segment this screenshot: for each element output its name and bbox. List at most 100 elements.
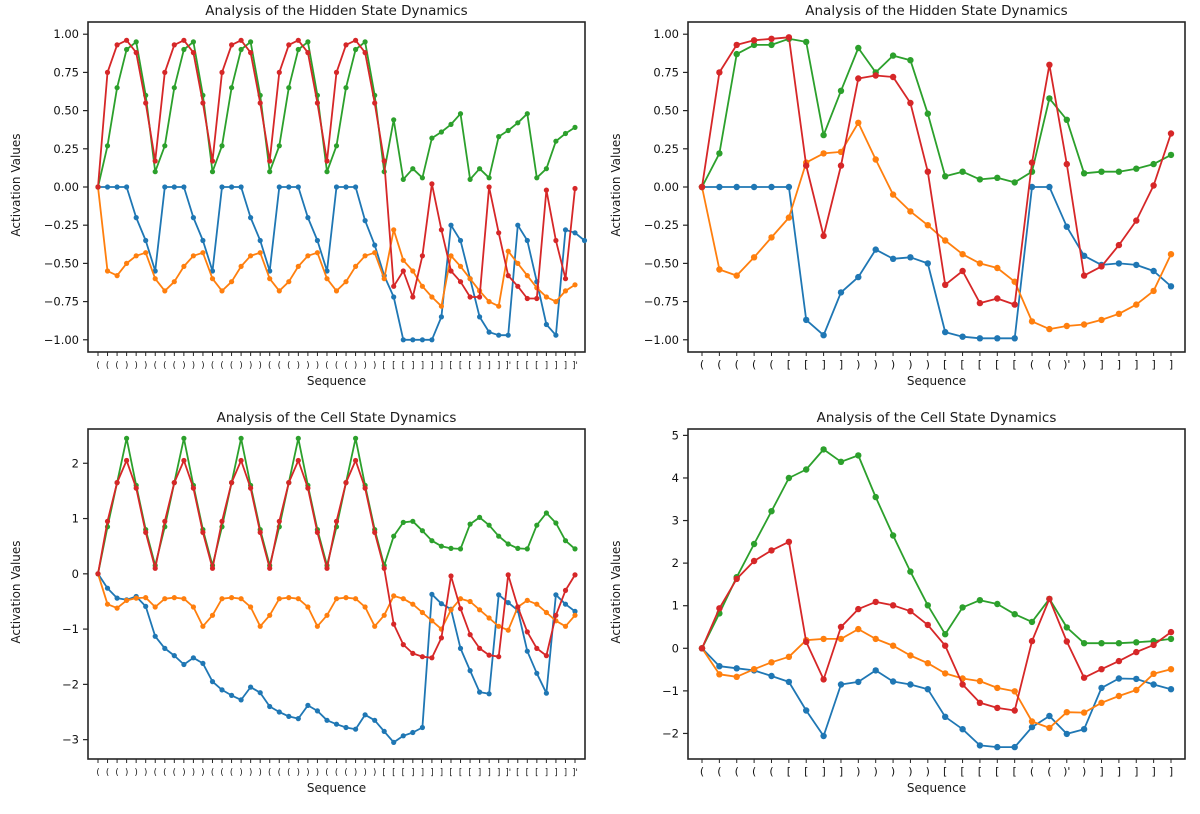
data-point-red	[133, 50, 139, 56]
data-point-blue	[994, 743, 1001, 751]
data-point-orange	[295, 263, 301, 269]
x-tick-label: (	[287, 768, 290, 778]
y-tick-label: −0.50	[44, 256, 79, 270]
data-point-red	[209, 565, 216, 571]
data-point-red	[190, 485, 196, 491]
data-point-blue	[343, 724, 349, 731]
data-point-blue	[942, 328, 949, 336]
x-tick-label: )	[891, 358, 895, 371]
data-point-red	[1133, 217, 1140, 224]
data-point-blue	[1063, 730, 1070, 738]
data-point-orange	[114, 273, 120, 279]
data-point-blue	[305, 215, 311, 221]
data-point-orange	[400, 596, 406, 602]
data-point-red	[1011, 707, 1018, 714]
axes-frame	[87, 428, 586, 760]
data-point-orange	[1098, 699, 1105, 706]
data-point-orange	[343, 595, 349, 601]
data-point-orange	[733, 673, 740, 680]
data-point-red	[391, 283, 397, 289]
data-point-red	[381, 158, 387, 164]
x-tick-label: (	[735, 765, 739, 778]
data-point-blue	[1046, 183, 1053, 191]
data-point-green	[248, 39, 254, 45]
data-point-orange	[314, 623, 320, 629]
data-point-red	[534, 645, 540, 651]
data-point-green	[889, 52, 897, 59]
data-point-green	[733, 50, 740, 58]
data-point-orange	[942, 237, 949, 244]
data-point-blue	[1133, 675, 1140, 683]
data-point-blue	[581, 237, 588, 244]
data-point-orange	[872, 156, 879, 163]
data-point-blue	[248, 215, 254, 221]
data-point-green	[171, 85, 177, 91]
data-point-orange	[496, 303, 502, 309]
x-tick-label: )	[144, 361, 147, 371]
data-point-red	[419, 253, 425, 259]
data-point-orange	[467, 598, 473, 605]
data-point-orange	[1115, 310, 1123, 317]
data-point-red	[889, 602, 897, 609]
chart-title: Analysis of the Cell State Dynamics	[216, 410, 457, 426]
data-point-blue	[248, 684, 254, 690]
data-point-red	[305, 485, 311, 491]
data-point-red	[562, 587, 569, 593]
x-tick-label: )	[182, 768, 185, 778]
data-point-red	[524, 629, 530, 635]
data-point-orange	[314, 250, 320, 256]
y-tick-label: 5	[672, 428, 679, 442]
y-tick-label: 0	[672, 641, 679, 655]
data-point-red	[257, 529, 263, 535]
data-point-green	[872, 493, 879, 501]
x-tick-label: )	[926, 765, 930, 778]
data-point-orange	[553, 299, 559, 305]
data-point-blue	[448, 222, 454, 228]
data-point-red	[448, 573, 454, 579]
x-tick-label: ]	[821, 358, 825, 371]
data-point-green	[429, 135, 435, 141]
panel-cell-state-left: Analysis of the Cell State Dynamics 2 1 0 −…	[0, 407, 600, 814]
data-point-blue	[486, 329, 492, 335]
data-point-orange	[1115, 692, 1123, 700]
data-point-blue	[257, 237, 263, 244]
y-axis-label: Activation Values	[609, 133, 623, 237]
data-point-orange	[429, 294, 435, 300]
data-point-orange	[942, 670, 949, 677]
data-point-blue	[562, 227, 569, 233]
data-point-blue	[286, 184, 292, 190]
data-point-blue	[1011, 335, 1018, 342]
data-point-red	[171, 480, 177, 486]
data-point-red	[750, 37, 758, 44]
x-tick-label: )	[182, 361, 185, 371]
data-point-blue	[314, 708, 320, 714]
y-tick-label: 3	[672, 514, 679, 528]
data-point-orange	[750, 254, 758, 261]
data-point-red	[410, 294, 416, 300]
data-point-red	[477, 645, 483, 651]
x-tick-label: (	[769, 765, 773, 778]
data-point-green	[1080, 170, 1088, 177]
data-point-blue	[1080, 252, 1088, 259]
data-point-red	[467, 294, 473, 300]
data-point-blue	[785, 183, 793, 191]
data-point-red	[314, 529, 320, 535]
data-point-orange	[286, 279, 292, 285]
series-line-green	[97, 437, 576, 575]
data-point-blue	[553, 332, 559, 338]
data-point-orange	[238, 263, 244, 269]
data-point-blue	[907, 254, 914, 261]
data-point-blue	[486, 691, 492, 697]
data-point-blue	[324, 717, 330, 723]
x-tick-label: ]	[478, 768, 481, 778]
data-point-red	[181, 457, 187, 464]
x-tick-label: ]	[564, 768, 567, 778]
x-axis-label: Sequence	[906, 374, 967, 388]
data-point-blue	[295, 716, 301, 722]
x-tick-label: ]	[1151, 358, 1155, 371]
x-tick-label: (	[700, 765, 704, 778]
data-point-green	[438, 543, 444, 549]
data-point-orange	[572, 612, 578, 618]
x-tick-label: )	[239, 361, 242, 371]
x-tick-label: (	[106, 361, 109, 371]
